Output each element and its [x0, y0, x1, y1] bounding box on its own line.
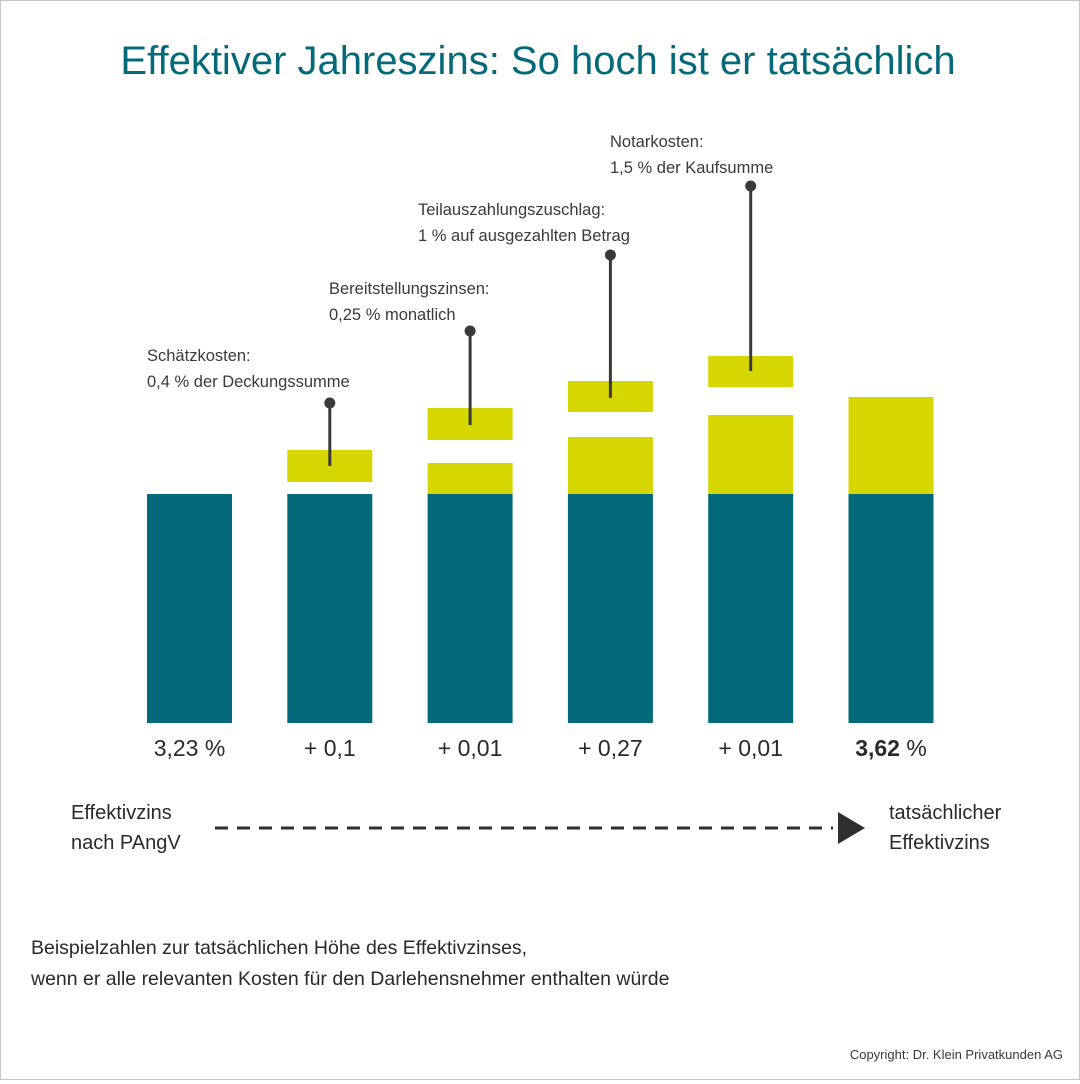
- annotation-detail-2: 0,25 % monatlich: [329, 306, 456, 324]
- flow-arrowhead-icon: [838, 812, 865, 844]
- flow-start-label-line2: nach PAngV: [71, 832, 181, 854]
- flow-start-label-line1: Effektivzins: [71, 802, 172, 824]
- annotation-detail-1: 0,4 % der Deckungssumme: [147, 373, 350, 391]
- annotation-dot-2: [464, 325, 476, 337]
- annotation-dot-1: [324, 397, 336, 409]
- tick-label-1: + 0,1: [304, 735, 356, 761]
- flow-end-label-line1: tatsächlicher: [889, 802, 1002, 824]
- bar-base-0: [147, 494, 232, 723]
- tick-label-0: 3,23 %: [154, 735, 226, 761]
- bar-cumulative-addon-2: [427, 463, 513, 494]
- bar-base-5: [848, 494, 934, 723]
- annotation-title-1: Schätzkosten:: [147, 347, 251, 365]
- tick-labels: 3,23 % + 0,1 + 0,01 + 0,27 + 0,01 3,62 %: [154, 735, 927, 761]
- annotation-title-2: Bereitstellungszinsen:: [329, 280, 490, 298]
- bar-total-addon: [848, 397, 934, 494]
- bar-base-2: [427, 494, 513, 723]
- annotation-detail-4: 1,5 % der Kaufsumme: [610, 159, 773, 177]
- annotation-dot-3: [604, 249, 616, 261]
- tick-label-4: + 0,01: [718, 735, 783, 761]
- bar-cumulative-addon-3: [567, 437, 653, 494]
- annotation-dot-4: [745, 180, 757, 192]
- tick-label-5: 3,62 %: [855, 735, 927, 761]
- annotations-layer: Schätzkosten: 0,4 % der Deckungssumme Bere…: [147, 133, 773, 466]
- bar-base-1: [287, 494, 373, 723]
- bar-cumulative-addon-4: [708, 415, 794, 494]
- annotation-title-4: Notarkosten:: [610, 133, 704, 151]
- footnote-line1: Beispielzahlen zur tatsächlichen Höhe de…: [31, 937, 527, 959]
- footnote-line2: wenn er alle relevanten Kosten für den D…: [30, 968, 669, 990]
- copyright-text: Copyright: Dr. Klein Privatkunden AG: [850, 1047, 1063, 1062]
- bars-layer: [147, 356, 934, 723]
- tick-label-3: + 0,27: [578, 735, 643, 761]
- flow-end-label-line2: Effektivzins: [889, 832, 990, 854]
- annotation-detail-3: 1 % auf ausgezahlten Betrag: [418, 227, 630, 245]
- bar-base-3: [567, 494, 653, 723]
- annotation-title-3: Teilauszahlungszuschlag:: [418, 201, 605, 219]
- bar-base-4: [708, 494, 794, 723]
- tick-label-2: + 0,01: [438, 735, 503, 761]
- page-title: Effektiver Jahreszins: So hoch ist er ta…: [120, 39, 955, 83]
